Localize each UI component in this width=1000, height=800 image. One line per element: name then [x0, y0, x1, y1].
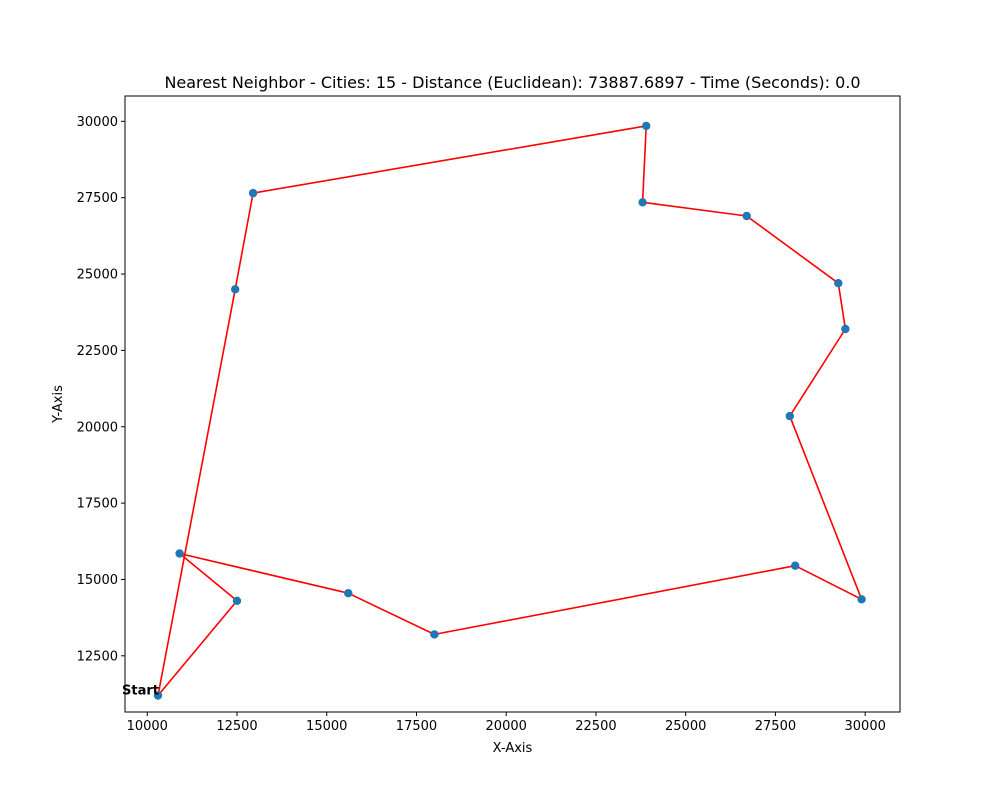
x-tick-label: 20000 — [486, 719, 527, 734]
city-point — [344, 589, 353, 598]
city-point — [231, 285, 240, 294]
city-point — [232, 596, 242, 605]
y-tick-label: 20000 — [77, 420, 118, 435]
city-point — [841, 324, 850, 334]
x-tick-label: 12500 — [216, 719, 257, 734]
city-point — [153, 691, 163, 700]
x-ticks: 10000 12500 15000 17500 20000 22500 25000 27500… — [127, 712, 886, 734]
city-point — [430, 630, 439, 639]
y-tick-label: 12500 — [77, 649, 118, 664]
y-tick-label: 27500 — [77, 191, 118, 206]
y-ticks: 12500 15000 17500 20000 22500 25000 27500 30000 — [77, 115, 125, 664]
plot-area: Start — [122, 95, 901, 713]
y-tick-label: 17500 — [77, 497, 118, 512]
city-point — [834, 279, 843, 288]
x-tick-label: 15000 — [306, 719, 347, 734]
x-tick-label: 10000 — [127, 719, 168, 734]
start-annotation: Start — [122, 684, 159, 699]
y-axis-label: Y-Axis — [51, 385, 66, 424]
chart-title: Nearest Neighbor - Cities: 15 - Distance… — [164, 73, 860, 92]
x-tick-label: 17500 — [396, 719, 437, 734]
x-tick-label: 22500 — [575, 719, 616, 734]
city-point — [742, 211, 751, 221]
city-point — [785, 411, 794, 421]
y-tick-label: 22500 — [77, 344, 118, 359]
city-point — [175, 549, 184, 558]
y-tick-label: 30000 — [77, 115, 118, 130]
x-tick-label: 27500 — [755, 719, 796, 734]
y-tick-label: 25000 — [77, 268, 118, 283]
city-point — [638, 198, 647, 207]
city-point — [248, 188, 258, 198]
x-tick-label: 30000 — [845, 719, 886, 734]
x-tick-label: 25000 — [665, 719, 706, 734]
axes-frame — [124, 95, 901, 713]
x-axis-label: X-Axis — [493, 741, 533, 756]
city-point — [791, 561, 800, 570]
y-tick-label: 15000 — [77, 573, 118, 588]
city-point — [857, 595, 866, 604]
city-point — [642, 121, 651, 131]
route-line — [157, 125, 863, 697]
